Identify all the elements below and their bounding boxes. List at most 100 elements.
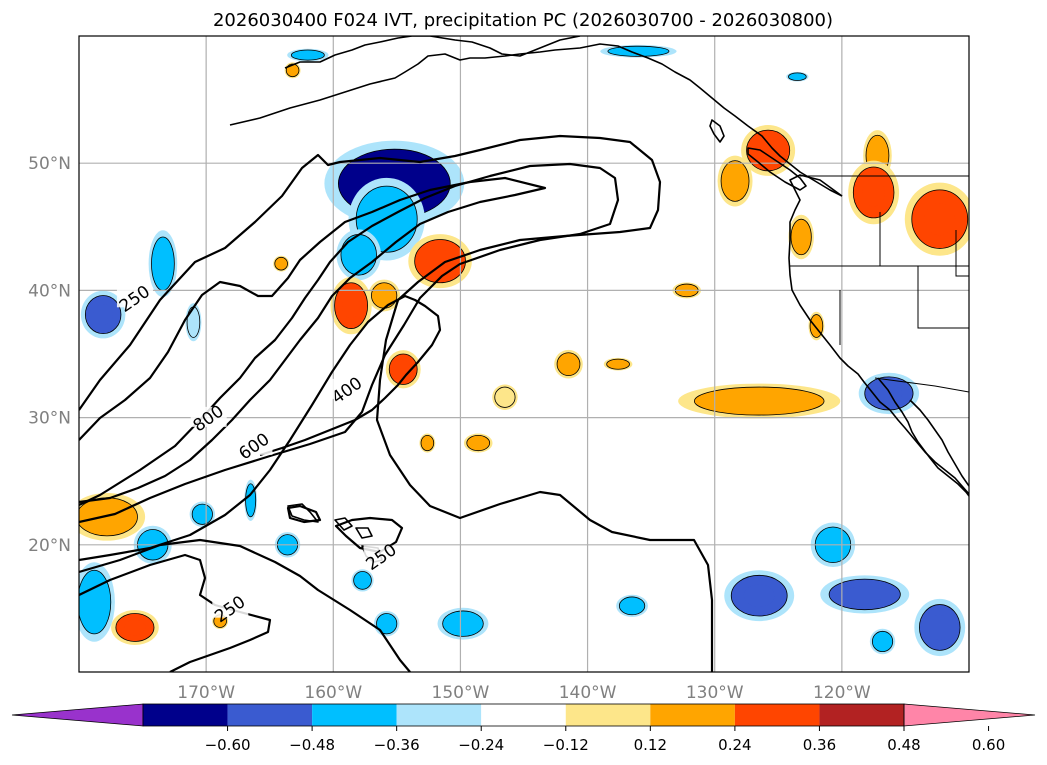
pc-blob-core: [353, 571, 372, 590]
pc-blob-33: [717, 155, 753, 207]
pc-blob-peak: [875, 384, 903, 403]
pc-blob-26: [368, 279, 401, 312]
pc-blob-23: [786, 71, 809, 82]
pc-blob-core: [556, 352, 581, 377]
ivt-contour-600: [79, 176, 547, 504]
pc-blob-34: [788, 214, 814, 260]
colorbar-tick-label: 0.60: [972, 736, 1005, 754]
coastline-baja: [877, 377, 969, 497]
lon-tick-label: 170°W: [177, 683, 235, 703]
pc-blob-core: [788, 72, 807, 81]
pc-blob-core: [720, 160, 750, 202]
pc-blob-core: [340, 234, 377, 276]
lat-tick-label: 30°N: [28, 409, 71, 429]
pc-blob-core: [274, 256, 288, 271]
contour-label-bg: [363, 545, 400, 566]
pc-blob-peak: [341, 293, 361, 319]
pc-blob-13: [437, 607, 489, 640]
pc-blob-peak: [743, 584, 775, 607]
pc-blob-core: [191, 503, 213, 525]
pc-blob-core: [420, 435, 435, 452]
coastline-hawaii: [287, 503, 383, 563]
lat-tick-label: 40°N: [28, 281, 71, 301]
colorbar-segment: [227, 704, 313, 726]
contour-label-bg: [236, 434, 273, 455]
pc-blob-42: [111, 609, 159, 645]
pc-blob-peak: [756, 139, 781, 162]
pc-blob-15: [724, 570, 795, 622]
contour-label-bg: [190, 406, 227, 427]
pc-blob-peak: [845, 586, 885, 603]
pc-blob-21: [287, 48, 329, 62]
contour-label-bg: [329, 378, 366, 399]
ivt-contour-250-hawaii-loop: [286, 504, 404, 554]
colorbar-tick-label: 0.48: [887, 736, 920, 754]
colorbar-tick-label: 0.24: [718, 736, 751, 754]
pc-shading-layer: [79, 44, 969, 657]
pc-blob-9: [79, 562, 115, 642]
pc-blob-core: [290, 49, 325, 61]
lat-tick-label: 20°N: [28, 536, 71, 556]
border-us-mexico: [874, 377, 969, 393]
ivt-contour-250-outer: [79, 134, 714, 672]
pc-blob-core: [618, 596, 646, 616]
pc-blob-44: [273, 255, 290, 272]
colorbar: −0.60 −0.48 −0.36 −0.24 −0.12 0.12 0.24 0.36 0.4…: [11, 703, 1036, 754]
pc-blob-peak: [124, 619, 146, 636]
colorbar-segment: [819, 704, 904, 726]
pc-blob-peak: [93, 304, 113, 326]
pc-blob-29: [603, 357, 633, 371]
pc-blob-18: [869, 628, 896, 655]
ivt-contours: [79, 134, 714, 672]
coastline-alaska: [229, 36, 843, 197]
pc-blob-core: [285, 63, 300, 78]
longitude-tick-labels: 170°W 160°W 150°W 140°W 130°W 120°W: [177, 683, 871, 703]
coastline-mexico-mainland: [909, 399, 969, 487]
map-frame: [78, 35, 970, 673]
pc-blob-peak: [924, 203, 956, 236]
ivt-contour-800: [79, 294, 442, 562]
pc-blob-core: [376, 613, 398, 635]
pc-blob-core: [494, 386, 516, 408]
pc-blob-17: [820, 575, 910, 614]
map-background: [79, 36, 969, 672]
pc-blob-4: [80, 290, 126, 339]
pc-blob-39: [463, 433, 493, 453]
border-us-states: [790, 212, 969, 345]
pc-blob-peak: [426, 249, 455, 274]
colorbar-segment: [650, 704, 735, 726]
pc-blob-40: [419, 433, 436, 453]
pc-blob-24: [408, 234, 472, 289]
colorbar-segment: [734, 704, 820, 726]
pc-blob-core: [871, 630, 894, 653]
pc-blob-core: [790, 218, 812, 256]
lon-tick-label: 160°W: [304, 683, 362, 703]
pc-blob-core: [606, 358, 630, 370]
colorbar-segment: [481, 704, 566, 726]
pc-blob-37: [904, 182, 969, 256]
lat-tick-label: 50°N: [28, 154, 71, 174]
chart-title: 2026030400 F024 IVT, precipitation PC (2…: [213, 10, 833, 31]
colorbar-tick-label: −0.36: [374, 736, 420, 754]
colorbar-tick-label: 0.12: [634, 736, 667, 754]
pc-blob-22: [600, 44, 677, 58]
lon-tick-label: 120°W: [813, 683, 871, 703]
latitude-tick-labels: 20°N 30°N 40°N 50°N: [28, 154, 71, 556]
colorbar-segment: [143, 704, 228, 726]
pc-blob-27: [385, 350, 421, 389]
pc-blob-14: [616, 594, 648, 617]
pc-blob-20: [858, 372, 920, 415]
lon-tick-label: 130°W: [686, 683, 744, 703]
pc-blob-25: [330, 277, 372, 335]
pc-blob-11: [351, 569, 374, 592]
pc-blob-3: [148, 230, 178, 298]
coastline-haida-gwaii: [709, 119, 725, 143]
pc-blob-31: [678, 383, 841, 419]
colorbar-segment: [565, 704, 651, 726]
pc-blob-core: [371, 282, 398, 309]
colorbar-tick-label: −0.60: [205, 736, 251, 754]
pc-blob-7: [189, 501, 216, 527]
contour-label-bg: [212, 597, 249, 618]
